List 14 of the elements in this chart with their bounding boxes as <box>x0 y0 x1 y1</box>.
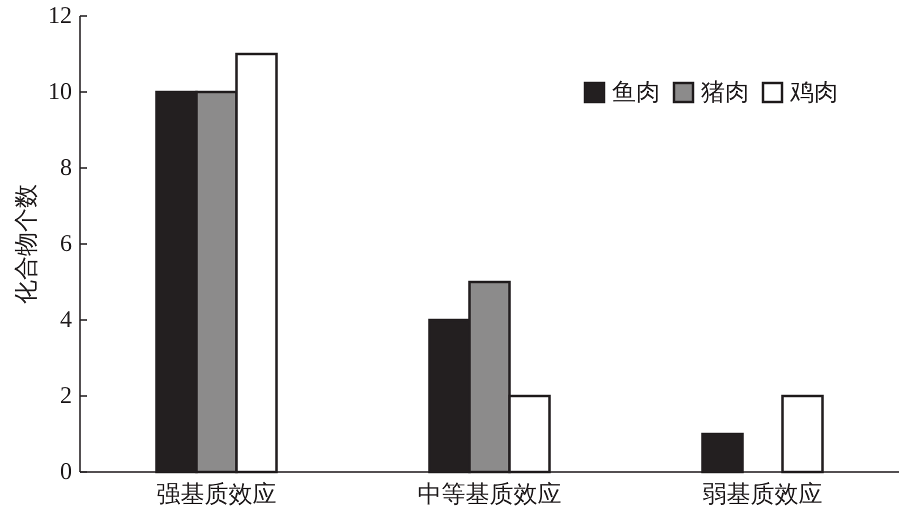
y-axis-title: 化合物个数 <box>14 184 40 304</box>
y-tick-label: 2 <box>60 383 72 409</box>
x-tick-label: 强基质效应 <box>156 481 276 508</box>
legend-label: 猪肉 <box>701 80 749 106</box>
x-tick-label: 中等基质效应 <box>418 481 562 508</box>
x-tick-label: 弱基质效应 <box>702 481 822 508</box>
y-tick-label: 8 <box>60 155 72 181</box>
y-tick-label: 6 <box>60 231 72 257</box>
y-tick-label: 0 <box>60 459 72 485</box>
y-tick-label: 4 <box>60 307 72 333</box>
y-tick-label: 10 <box>48 79 72 105</box>
legend-label: 鱼肉 <box>612 80 660 106</box>
legend-label: 鸡肉 <box>789 80 838 106</box>
y-tick-label: 12 <box>48 3 72 29</box>
